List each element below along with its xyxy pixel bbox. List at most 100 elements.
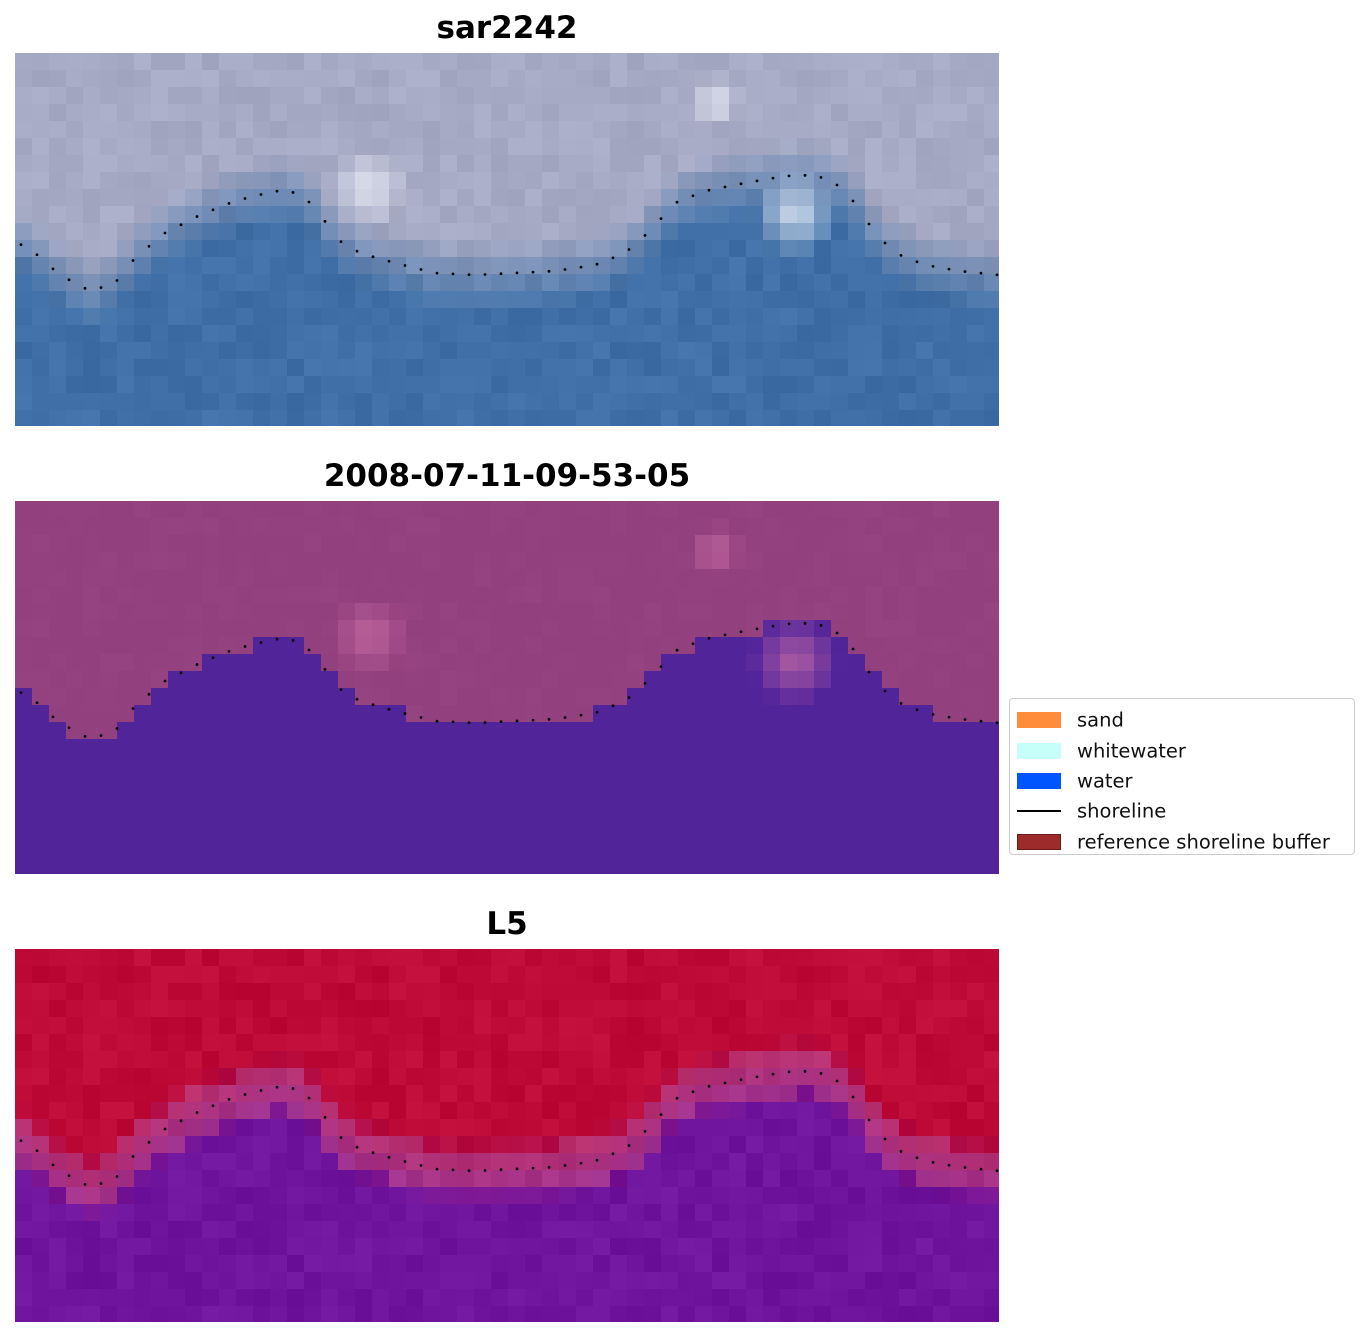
image-pixel [236,949,254,967]
image-pixel [32,1102,50,1120]
image-pixel [899,983,917,1001]
image-pixel [984,359,999,377]
image-pixel [848,342,866,360]
image-pixel [321,70,339,88]
image-pixel [780,552,798,570]
image-pixel [321,53,339,71]
image-pixel [916,1085,934,1103]
image-pixel [338,552,356,570]
image-pixel [134,1068,152,1086]
image-pixel [831,535,849,553]
image-pixel [678,1306,696,1322]
image-pixel [389,688,407,706]
image-pixel [457,155,475,173]
image-pixel [882,535,900,553]
image-pixel [610,206,628,224]
image-pixel [933,155,951,173]
image-pixel [593,342,611,360]
image-pixel [423,501,441,519]
image-pixel [117,359,135,377]
image-pixel [15,1221,33,1239]
image-pixel [372,858,390,874]
image-pixel [457,53,475,71]
image-pixel [729,291,747,309]
image-pixel [865,155,883,173]
image-pixel [270,1306,288,1322]
image-pixel [185,722,203,740]
image-pixel [406,773,424,791]
image-pixel [423,274,441,292]
image-pixel [372,552,390,570]
image-pixel [134,1306,152,1322]
image-pixel [780,739,798,757]
image-pixel [661,410,679,426]
image-pixel [899,1238,917,1256]
image-pixel [814,240,832,258]
image-pixel [627,756,645,774]
image-pixel [253,376,271,394]
image-pixel [389,359,407,377]
image-pixel [270,966,288,984]
image-pixel [219,87,237,105]
image-pixel [49,501,67,519]
image-pixel [712,87,730,105]
image-pixel [491,1102,509,1120]
image-pixel [865,1051,883,1069]
image-pixel [491,121,509,139]
image-pixel [542,342,560,360]
image-pixel [32,949,50,967]
image-pixel [32,983,50,1001]
image-pixel [491,1221,509,1239]
image-pixel [967,1068,985,1086]
image-pixel [372,1119,390,1137]
image-pixel [287,104,305,122]
image-pixel [49,671,67,689]
image-pixel [950,223,968,241]
image-pixel [593,172,611,190]
image-pixel [933,949,951,967]
image-pixel [763,807,781,825]
image-pixel [678,501,696,519]
image-pixel [355,841,373,859]
shoreline-point [723,1081,727,1085]
image-pixel [321,1051,339,1069]
image-pixel [372,620,390,638]
image-pixel [389,586,407,604]
image-pixel [661,257,679,275]
image-pixel [661,1119,679,1137]
image-pixel [134,966,152,984]
image-pixel [967,654,985,672]
image-pixel [610,1051,628,1069]
image-pixel [865,325,883,343]
image-pixel [372,342,390,360]
image-pixel [746,1289,764,1307]
image-pixel [270,274,288,292]
image-pixel [729,1136,747,1154]
image-pixel [423,104,441,122]
image-pixel [695,393,713,411]
image-pixel [916,53,934,71]
image-pixel [270,240,288,258]
image-pixel [729,841,747,859]
image-pixel [338,1068,356,1086]
image-pixel [151,705,169,723]
image-pixel [49,858,67,874]
image-pixel [321,983,339,1001]
image-pixel [321,240,339,258]
image-pixel [610,1272,628,1290]
image-pixel [780,257,798,275]
image-pixel [372,739,390,757]
image-pixel [525,1051,543,1069]
image-pixel [695,688,713,706]
image-pixel [406,1119,424,1137]
image-pixel [389,966,407,984]
image-pixel [287,1153,305,1171]
image-pixel [508,654,526,672]
image-pixel [593,603,611,621]
image-pixel [338,342,356,360]
image-pixel [270,359,288,377]
image-pixel [491,410,509,426]
image-pixel [950,620,968,638]
image-pixel [899,257,917,275]
shoreline-point [83,286,87,290]
